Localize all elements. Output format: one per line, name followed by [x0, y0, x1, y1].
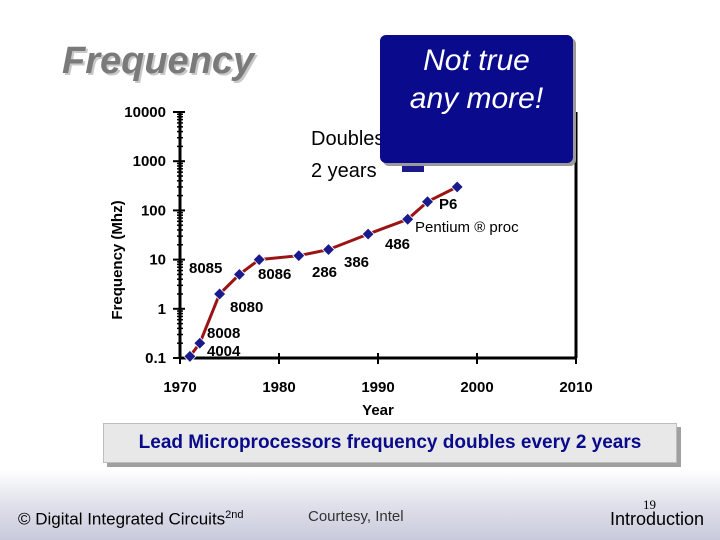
- x-tick-label: 2000: [460, 379, 493, 396]
- callout-box: [380, 35, 573, 163]
- y-tick-label: 10: [149, 252, 166, 269]
- processor-label: 8008: [207, 325, 240, 342]
- data-point-marker: [232, 267, 246, 281]
- edition-superscript: 2nd: [225, 509, 244, 521]
- processor-label: Pentium ® proc: [415, 219, 519, 236]
- y-tick-label: 1000: [133, 153, 166, 170]
- callout-line-1: Not true: [423, 44, 530, 77]
- processor-label: 8085: [189, 260, 222, 277]
- data-point-marker: [401, 212, 415, 226]
- data-point-marker: [450, 180, 464, 194]
- processor-label: 8080: [230, 299, 263, 316]
- data-point-marker: [361, 227, 375, 241]
- trend-legend-marker: [402, 160, 424, 172]
- trend-annotation-line-2: 2 years: [311, 160, 377, 182]
- callout-text: Not true any more!: [380, 42, 573, 118]
- x-tick-label: 1980: [262, 379, 295, 396]
- data-point-marker: [213, 287, 227, 301]
- y-tick-label: 100: [141, 202, 166, 219]
- processor-label: 4004: [207, 343, 241, 360]
- summary-banner: Lead Microprocessors frequency doubles e…: [103, 423, 677, 463]
- data-point-marker: [292, 249, 306, 263]
- processor-label: 486: [385, 236, 410, 253]
- y-axis-title: Frequency (Mhz): [109, 200, 126, 319]
- section-name: Introduction: [610, 509, 705, 529]
- footer-credit: Courtesy, Intel: [308, 508, 404, 525]
- x-tick-label: 1990: [361, 379, 394, 396]
- x-axis-title: Year: [362, 402, 394, 419]
- data-point-marker: [420, 195, 435, 209]
- frequency-chart: 0.1 1 10 100 1000 10000 1970 1980 1990 2000 2010 Ye…: [109, 104, 593, 419]
- data-point-marker: [183, 349, 197, 363]
- processor-label: 386: [344, 254, 369, 271]
- x-tick-label: 1970: [163, 379, 196, 396]
- data-point-marker: [252, 253, 266, 267]
- processor-label: 8086: [258, 266, 291, 283]
- footer-bar: [0, 470, 720, 540]
- data-point-marker: [321, 242, 336, 257]
- y-tick-label: 0.1: [145, 350, 166, 367]
- footer-copyright: © Digital Integrated Circuits2nd: [18, 509, 244, 530]
- processor-label: P6: [439, 196, 457, 213]
- y-tick-label: 10000: [124, 104, 166, 121]
- copyright-text: © Digital Integrated Circuits: [18, 509, 226, 529]
- page-number: 19: [643, 497, 656, 512]
- callout-line-2: any more!: [409, 82, 544, 115]
- slide-title: Frequency: [62, 40, 255, 82]
- processor-label: 286: [312, 264, 337, 281]
- data-point-marker: [193, 336, 207, 350]
- y-tick-label: 1: [158, 301, 166, 318]
- x-tick-label: 2010: [559, 379, 592, 396]
